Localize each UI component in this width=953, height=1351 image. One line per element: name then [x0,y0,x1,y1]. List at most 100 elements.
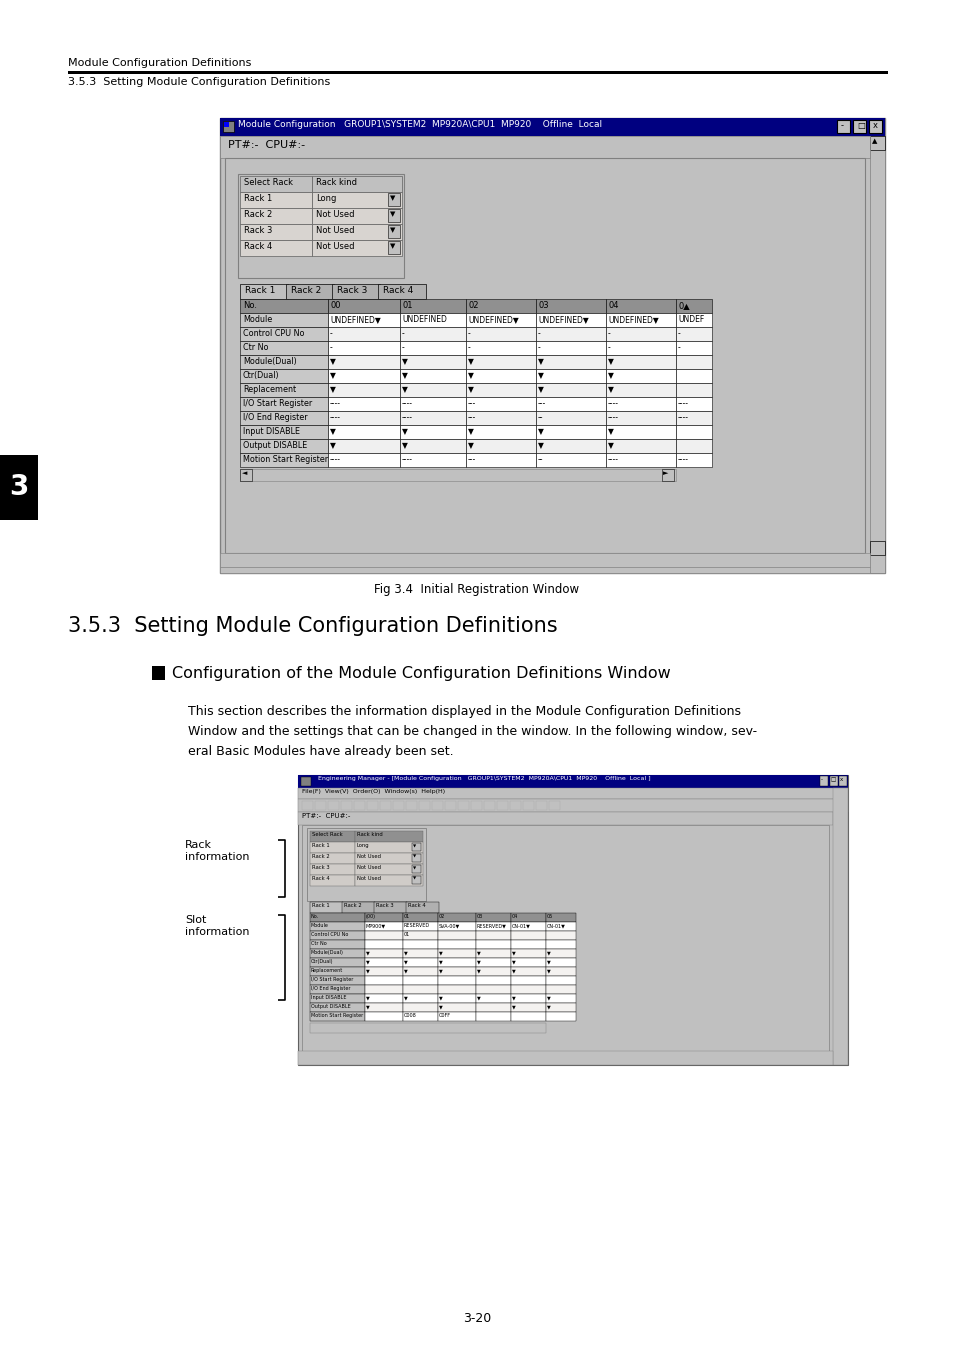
Bar [402,1012,437,1021]
Text: RESERVED: RESERVED [403,923,430,928]
Bar [510,801,520,811]
Bar [240,240,312,255]
Text: -: - [468,330,470,338]
Bar [310,975,365,985]
Text: ▼: ▼ [546,969,550,973]
Bar [465,313,536,327]
Text: -: - [678,343,680,353]
Text: ▼: ▼ [401,357,408,366]
Text: ▼: ▼ [546,1004,550,1009]
Bar [605,411,676,426]
Text: ▼: ▼ [401,427,408,436]
Text: 3.5.3  Setting Module Configuration Definitions: 3.5.3 Setting Module Configuration Defin… [68,616,558,636]
Text: ▼: ▼ [413,877,416,881]
Bar [341,902,375,913]
Text: No.: No. [243,301,256,309]
Bar [676,382,711,397]
Text: Rack 3: Rack 3 [244,226,273,235]
Text: ▼: ▼ [401,372,408,380]
Text: Module: Module [311,923,329,928]
Bar [374,902,407,913]
Text: ----: ---- [607,399,618,408]
Bar [328,299,399,313]
Bar [437,921,476,931]
Text: Fig 3.4  Initial Registration Window: Fig 3.4 Initial Registration Window [374,584,579,596]
Bar [402,985,437,994]
Bar [365,1012,402,1021]
Bar [220,136,869,158]
Bar [536,801,546,811]
Text: Rack 2: Rack 2 [291,286,321,295]
Bar [457,801,469,811]
Bar [511,948,545,958]
Text: UNDEFINED▼: UNDEFINED▼ [468,315,518,324]
Text: Rack 1: Rack 1 [245,286,275,295]
Bar [536,426,605,439]
Text: ▼: ▼ [330,372,335,380]
Text: ▼: ▼ [476,969,480,973]
Text: ▼: ▼ [413,855,416,859]
Text: Rack
information: Rack information [185,840,250,862]
Bar [310,994,365,1002]
Bar [676,439,711,453]
Text: Motion Start Register: Motion Start Register [243,455,328,463]
Bar [240,397,328,411]
Bar [545,921,576,931]
Text: ▼: ▼ [330,427,335,436]
Text: ▼: ▼ [401,385,408,394]
Bar [548,801,559,811]
Bar [605,369,676,382]
Text: ----: ---- [607,455,618,463]
Text: ▼: ▼ [390,211,395,218]
Bar [365,958,402,967]
Bar [328,340,399,355]
Bar [240,469,252,481]
Bar [545,994,576,1002]
Text: x: x [872,122,877,130]
Bar [545,940,576,948]
Bar [399,382,465,397]
Bar [310,875,355,886]
Bar [536,397,605,411]
Text: 3-20: 3-20 [462,1312,491,1325]
Bar [399,426,465,439]
Bar [412,865,420,873]
Bar [302,825,828,1055]
Bar [545,931,576,940]
Text: I/O End Register: I/O End Register [243,413,307,422]
Bar [437,958,476,967]
Bar [432,801,442,811]
Text: ----: ---- [401,413,413,422]
Bar [605,340,676,355]
Bar [511,985,545,994]
Bar [536,369,605,382]
Bar [465,299,536,313]
Bar [868,120,882,132]
Text: ▼: ▼ [366,994,370,1000]
Bar [605,355,676,369]
Bar [365,967,402,975]
Bar [310,940,365,948]
Text: ▼: ▼ [537,372,543,380]
Bar [365,975,402,985]
Bar [220,567,869,573]
Bar [310,865,355,875]
Bar [240,439,328,453]
Bar [68,72,887,73]
Bar [511,994,545,1002]
Bar [310,852,355,865]
Text: 05: 05 [546,915,553,919]
Bar [220,553,869,567]
Text: ▼: ▼ [366,950,370,955]
Text: ▼: ▼ [366,959,370,965]
Bar [676,453,711,467]
Bar [399,439,465,453]
Bar [365,948,402,958]
Text: ---: --- [468,455,476,463]
Bar [328,382,399,397]
Text: Select Rack: Select Rack [244,178,293,186]
Bar [676,355,711,369]
Bar [367,801,377,811]
Bar [355,875,422,886]
Text: 02: 02 [469,301,479,309]
